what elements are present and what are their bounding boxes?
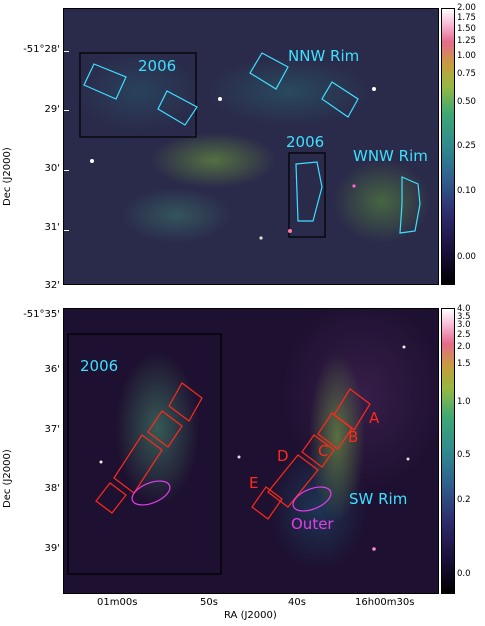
- region-red-left-3: [113, 434, 163, 494]
- top-region-overlay: [79, 52, 421, 240]
- region-cyan-nnw-2: [321, 81, 359, 118]
- point-source: [259, 236, 263, 240]
- top-cbar-label: 1.00: [457, 51, 476, 61]
- point-source: [218, 97, 222, 101]
- region-red-A: [333, 388, 371, 431]
- region-cyan-center: [295, 161, 323, 222]
- top-y-tick-label: -51°28': [23, 44, 60, 55]
- bottom-cbar-label: 2.0: [457, 342, 471, 352]
- annotation-wnw-rim: WNW Rim: [353, 147, 428, 165]
- annotation-C: C: [318, 442, 329, 460]
- annotation-2006-b: 2006: [286, 133, 325, 151]
- bottom-y-tick-label: 38': [44, 483, 60, 494]
- point-source: [406, 457, 410, 461]
- top-cbar-label: 1.25: [457, 36, 476, 46]
- point-source: [288, 229, 292, 233]
- region-red-left-2: [147, 410, 183, 448]
- bottom-cbar-label: 4.0: [457, 304, 471, 314]
- top-cbar-label: 0.25: [457, 141, 476, 151]
- point-source: [372, 547, 376, 551]
- region-red-D: [267, 454, 319, 508]
- top-y-tick-label: 29': [44, 104, 60, 115]
- bottom-cbar-label: 1.5: [457, 359, 471, 369]
- annotation-sw-rim: SW Rim: [349, 490, 408, 508]
- point-source: [352, 184, 356, 188]
- top-colorbar: [441, 8, 455, 285]
- point-source: [402, 345, 406, 349]
- top-cbar-label: 0.50: [457, 97, 476, 107]
- box-2006-left: [79, 52, 197, 138]
- annotation-D: D: [277, 447, 289, 465]
- point-source: [90, 159, 94, 163]
- bottom-region-overlay: [67, 333, 410, 575]
- region-red-B: [317, 412, 353, 450]
- top-y-tick-label: 30': [44, 163, 60, 174]
- top-y-tick-label: 32': [44, 280, 60, 291]
- region-cyan-wnw: [399, 176, 421, 234]
- top-cbar-label: 1.75: [457, 13, 476, 23]
- region-cyan-1: [83, 63, 127, 100]
- bottom-colorbar: [441, 308, 455, 594]
- point-source: [372, 87, 376, 91]
- annotation-nnw-rim: NNW Rim: [288, 47, 360, 65]
- top-cbar-label: 0.10: [457, 186, 476, 196]
- region-magenta-left: [131, 480, 171, 506]
- bottom-y-tick-label: 36': [44, 364, 60, 375]
- region-cyan-nnw-1: [249, 52, 289, 90]
- top-cbar-label: 0.75: [457, 69, 476, 79]
- annotation-A: A: [369, 409, 380, 427]
- x-tick-label: 40s: [288, 597, 306, 608]
- bottom-y-axis-title: Dec (J2000): [2, 449, 13, 508]
- bottom-cbar-label: 3.0: [457, 320, 471, 330]
- bottom-cbar-label: 2.5: [457, 330, 471, 340]
- point-source: [99, 460, 103, 464]
- x-tick-label: 50s: [200, 597, 218, 608]
- region-red-C: [301, 434, 335, 468]
- region-magenta-outer: [292, 486, 332, 512]
- bottom-cbar-label: 3.5: [457, 312, 471, 322]
- bottom-y-tick-label: 37': [44, 424, 60, 435]
- box-2006-bottom: [67, 333, 222, 575]
- top-y-tick-label: 31': [44, 222, 60, 233]
- bottom-cbar-label: 0.2: [457, 495, 471, 505]
- region-red-left-1: [168, 382, 203, 422]
- region-cyan-2: [157, 90, 198, 126]
- bottom-cbar-label: 1.0: [457, 397, 471, 407]
- top-cbar-label: 0.00: [457, 252, 476, 262]
- bottom-image-panel: 2006 A B C D E SW Rim Outer: [63, 308, 439, 594]
- top-cbar-label: 2.00: [457, 3, 476, 13]
- top-y-axis-title: Dec (J2000): [2, 147, 13, 206]
- x-tick-label: 16h00m30s: [355, 597, 415, 608]
- annotation-2006-bottom: 2006: [80, 357, 119, 375]
- region-red-E: [251, 486, 283, 520]
- point-source: [237, 455, 241, 459]
- bottom-cbar-label: 0.5: [457, 450, 471, 460]
- top-cbar-label: 1.50: [457, 24, 476, 34]
- region-red-left-4: [95, 482, 127, 514]
- bottom-y-tick-label: 39': [44, 543, 60, 554]
- top-image-panel: 2006 NNW Rim 2006 WNW Rim: [63, 8, 439, 285]
- x-axis-title: RA (J2000): [224, 610, 277, 621]
- annotation-outer: Outer: [291, 515, 334, 533]
- annotation-2006-a: 2006: [138, 57, 177, 75]
- bottom-y-tick-label: -51°35': [23, 309, 60, 320]
- x-tick-label: 01m00s: [97, 597, 138, 608]
- bottom-cbar-label: 0.0: [457, 569, 471, 579]
- annotation-E: E: [249, 474, 259, 492]
- box-2006-center: [288, 152, 326, 238]
- annotation-B: B: [348, 428, 359, 446]
